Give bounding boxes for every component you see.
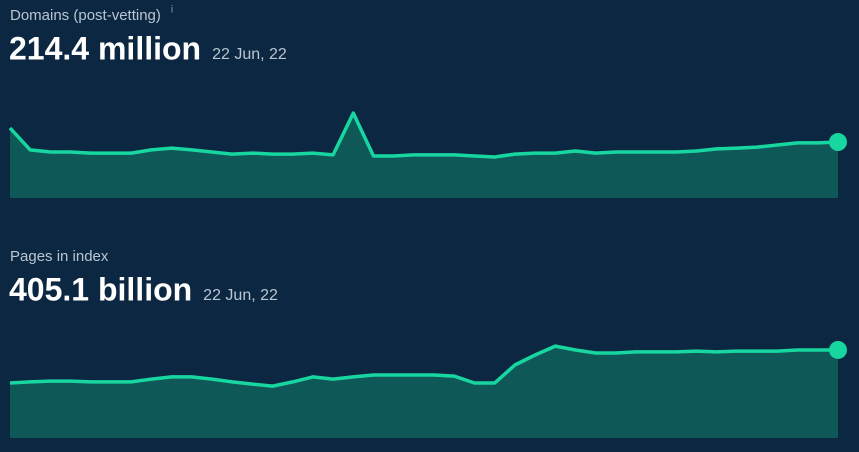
headline-value: 405.1 billion	[9, 271, 192, 307]
metric-title: Domains (post-vetting)	[10, 7, 161, 24]
series-line	[9, 344, 838, 388]
last-point	[829, 133, 847, 152]
series-line	[8, 111, 839, 159]
headline-date: 22 Jun, 22	[212, 46, 287, 63]
area-fill	[10, 346, 838, 438]
info-icon: i	[171, 5, 173, 16]
metric-title: Pages in index	[10, 248, 109, 265]
headline-date: 22 Jun, 22	[203, 287, 278, 304]
last-point	[829, 340, 847, 359]
headline-value: 214.4 million	[9, 30, 201, 66]
